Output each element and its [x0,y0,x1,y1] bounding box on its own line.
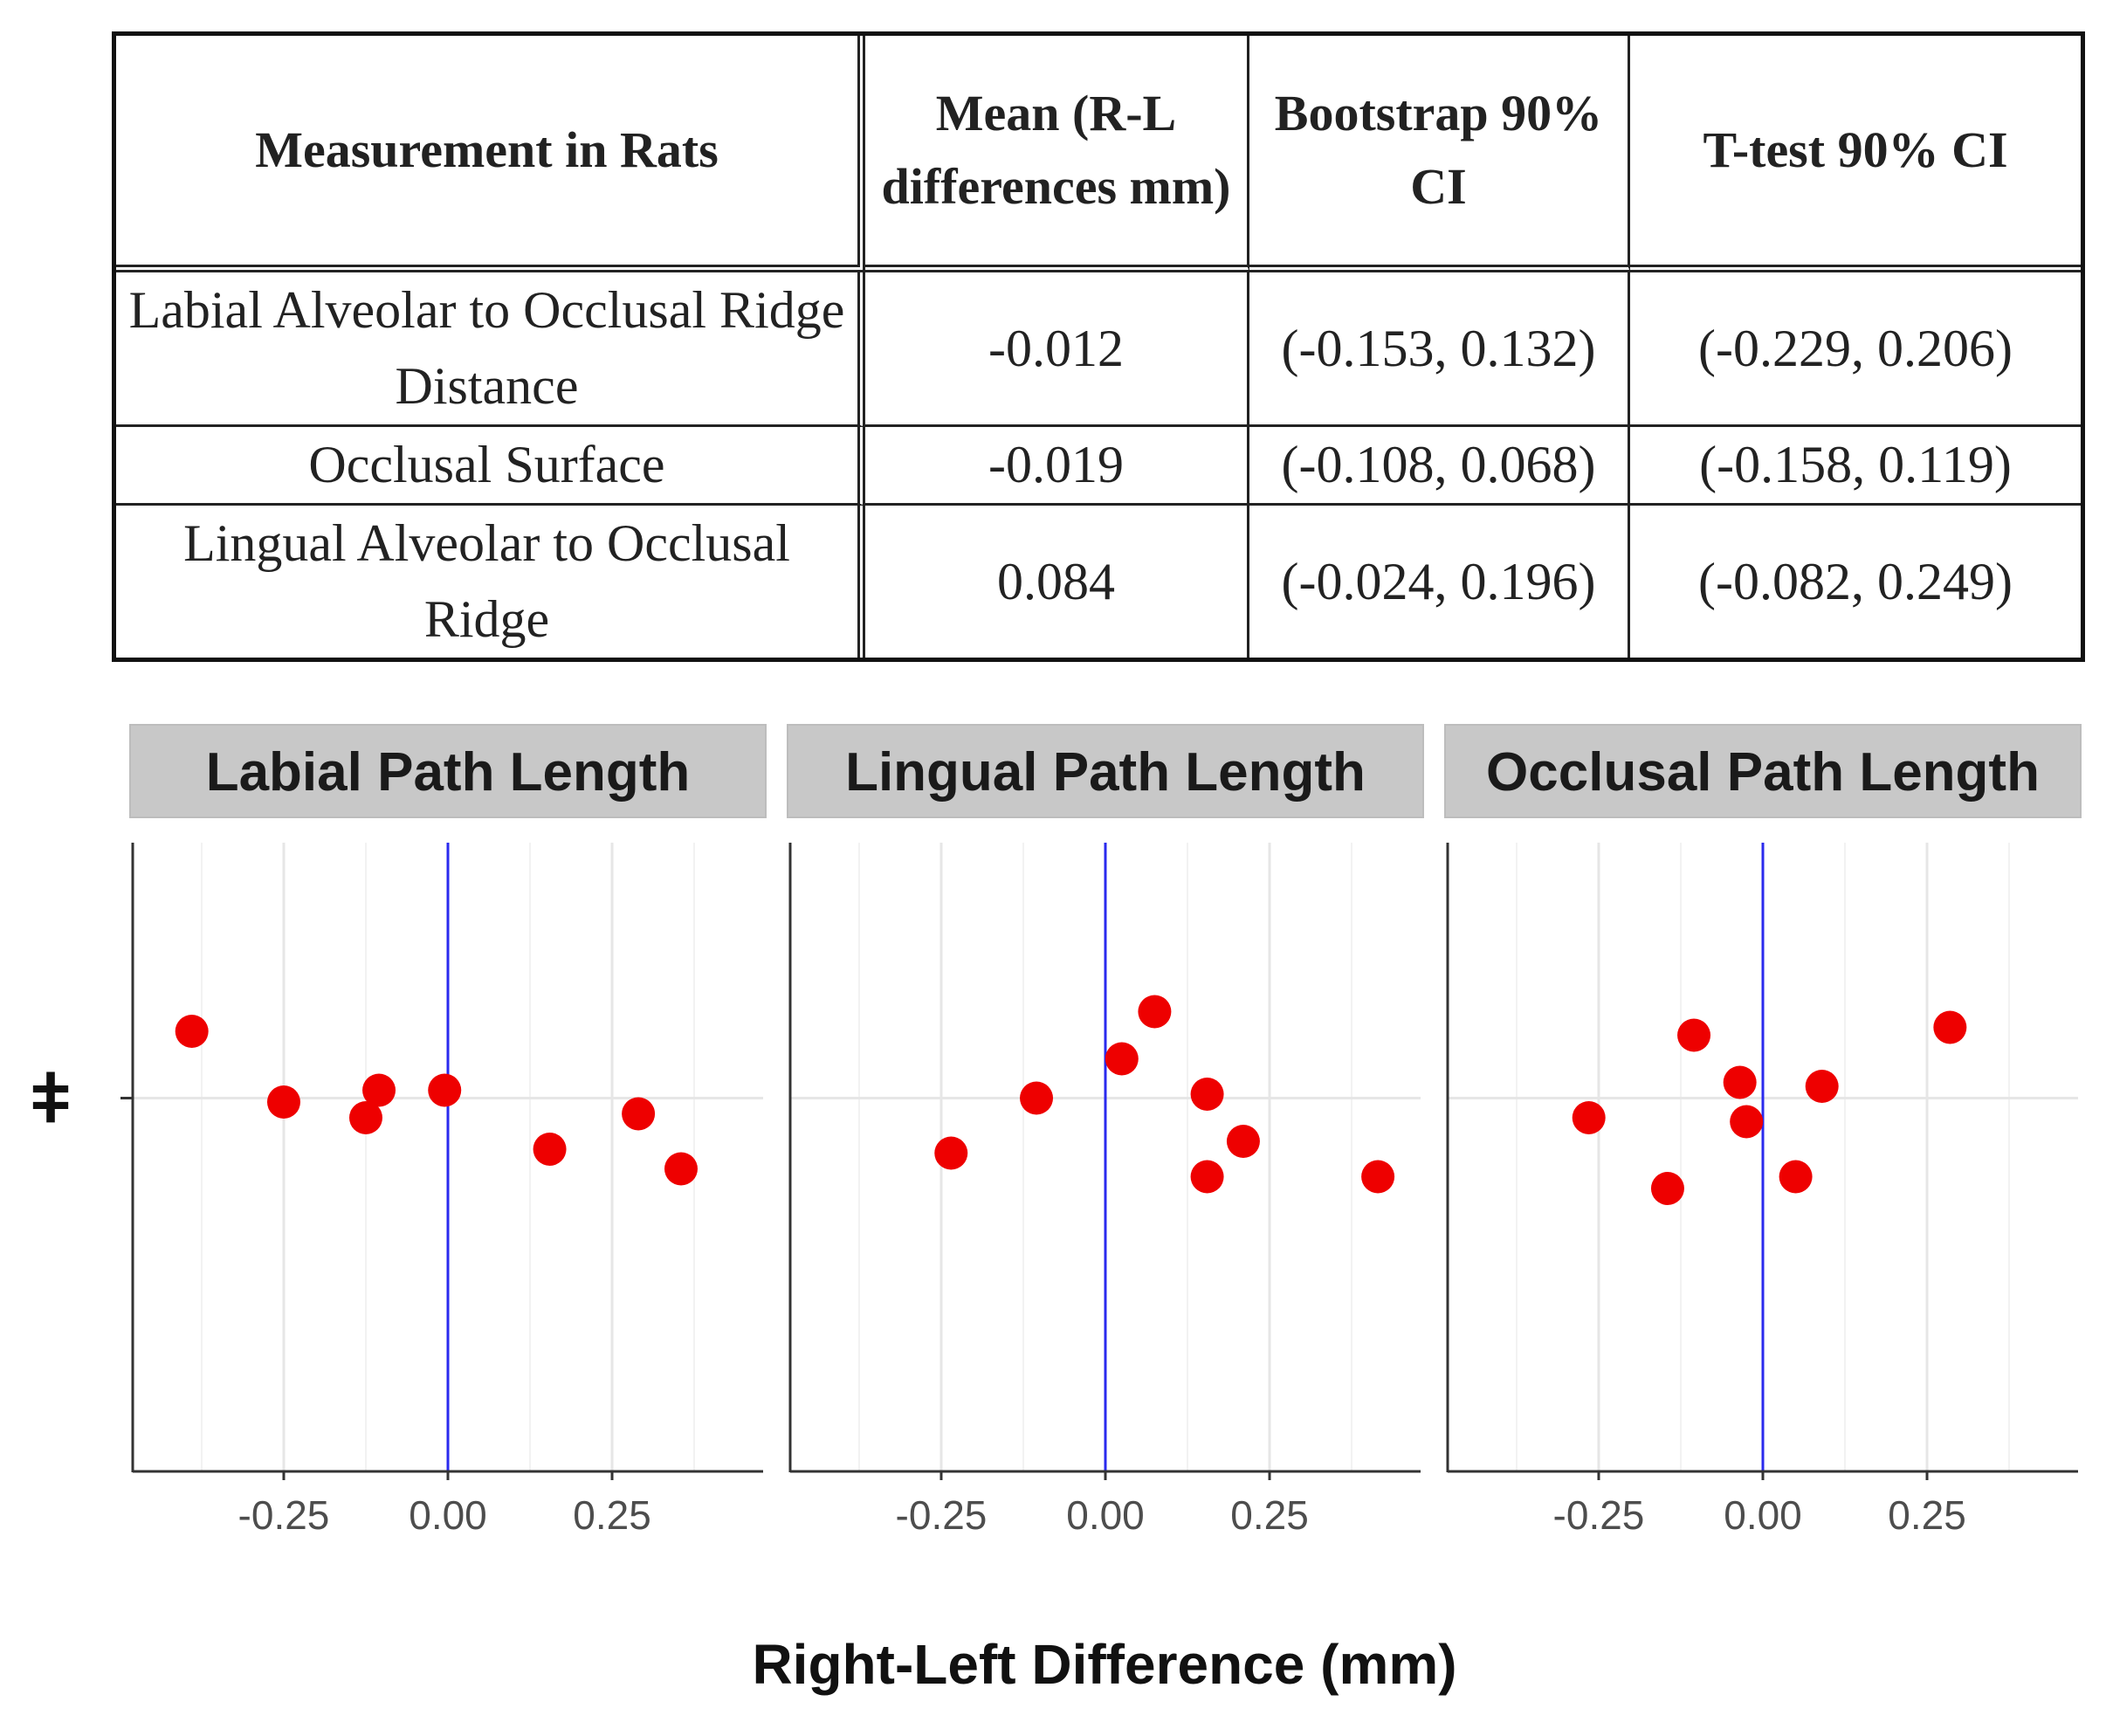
x-tick-label: 0.25 [573,1492,651,1538]
panel-strip [1444,724,2082,818]
panel-title: Lingual Path Length [845,742,1366,803]
data-point [1677,1018,1711,1052]
data-point [428,1073,462,1107]
cell-measurement: Occlusal Surface [116,427,865,506]
data-point [934,1136,968,1170]
cell-bootstrap-ci: (-0.153, 0.132) [1249,272,1630,427]
table-row: Occlusal Surface -0.019 (-0.108, 0.068) … [116,427,2081,506]
x-tick-label: 0.00 [1724,1492,1802,1538]
cell-ttest-ci: (-0.229, 0.206) [1630,272,2081,427]
header-mean: Mean (R-L differences mm) [865,36,1249,272]
panel-strip [787,724,1424,818]
x-tick-label: -0.25 [896,1492,988,1538]
header-ttest-ci: T-test 90% CI [1630,36,2081,272]
data-point [1020,1081,1054,1115]
table-row: Lingual Alveolar to Occlusal Ridge 0.084… [116,506,2081,658]
data-point [1933,1010,1967,1044]
cell-ttest-ci: (-0.082, 0.249) [1698,552,2013,610]
data-point [266,1085,300,1119]
panel-title: Occlusal Path Length [1486,742,2040,803]
data-point [1730,1105,1764,1139]
cell-bootstrap-ci: (-0.024, 0.196) [1249,506,1630,658]
data-point [1650,1172,1684,1205]
scatter-chart: Labial Path Length -0.25 0.00 0.25 Lingual P… [31,724,2082,1696]
table-row: Labial Alveolar to Occlusal Ridge Distan… [116,272,2081,427]
x-tick-label: 0.25 [1230,1492,1309,1538]
cell-ttest-ci: (-0.158, 0.119) [1630,427,2081,506]
cell-mean: -0.012 [865,272,1249,427]
data-point [1190,1078,1224,1111]
header-measurement: Measurement in Rats [116,36,865,272]
x-axis-title: Right-Left Difference (mm) [752,1633,1456,1696]
data-point [1361,1160,1395,1194]
data-point [664,1152,698,1186]
data-point [348,1101,382,1134]
panel-title: Labial Path Length [206,742,691,803]
table-header-row: Measurement in Rats Mean (R-L difference… [116,36,2081,272]
cell-mean: 0.084 [865,506,1249,658]
y-tick-label: ǂ [31,1060,72,1138]
data-point [1723,1065,1757,1099]
data-point [362,1073,396,1107]
panel-strip [129,724,767,818]
cell-mean: -0.019 [865,427,1249,506]
data-point [533,1133,567,1166]
data-point [1805,1070,1839,1103]
data-point [622,1097,656,1131]
x-tick-label: 0.00 [1066,1492,1145,1538]
data-point [175,1015,209,1048]
cell-measurement: Labial Alveolar to Occlusal Ridge Distan… [116,272,865,427]
data-point [1105,1042,1139,1076]
data-point [1138,995,1172,1029]
header-bootstrap-ci: Bootstrap 90% CI [1249,36,1630,272]
cell-measurement: Lingual Alveolar to Occlusal Ridge [116,506,865,658]
data-point [1779,1160,1813,1194]
x-tick-label: -0.25 [1553,1492,1645,1538]
statistics-table: Measurement in Rats Mean (R-L difference… [112,31,2085,662]
data-point [1226,1125,1260,1158]
cell-bootstrap-ci: (-0.108, 0.068) [1249,427,1630,506]
x-tick-label: 0.00 [409,1492,487,1538]
data-point [1572,1101,1606,1134]
data-point [1190,1160,1224,1194]
x-tick-label: -0.25 [238,1492,330,1538]
x-tick-label: 0.25 [1888,1492,1966,1538]
